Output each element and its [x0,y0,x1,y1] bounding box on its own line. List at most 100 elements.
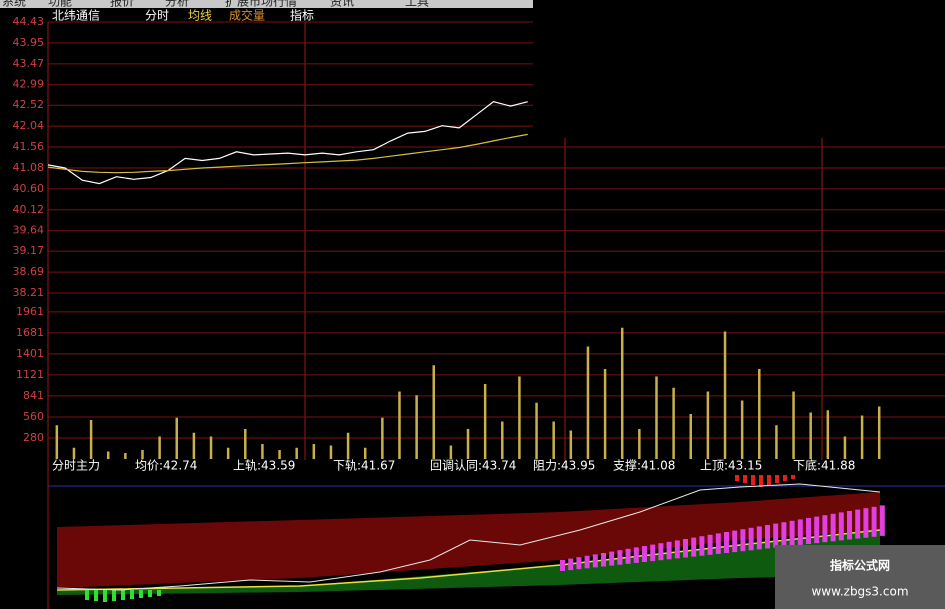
volume-bar [261,444,264,459]
y-tick-label: 1401 [16,347,44,360]
y-tick-label: 42.04 [13,119,45,132]
magenta-bar [666,541,672,560]
y-tick-label: 39.17 [13,244,45,257]
volume-bar [672,387,675,459]
volume-bar [535,402,538,459]
volume-bar [226,447,230,459]
magenta-bar [732,530,738,553]
indicator-label: 支撑:41.08 [613,458,675,473]
volume-bar [295,447,298,459]
magenta-bar [683,539,688,558]
volume-bar [483,384,487,459]
magenta-bar [814,516,820,544]
volume-bar [449,445,453,459]
watermark-box [775,545,945,609]
magenta-bar [633,547,639,563]
volume-bar [466,429,470,459]
green-bar [94,590,98,601]
volume-bar [346,432,350,459]
menu-item[interactable]: 功能 [48,0,72,9]
magenta-bar [658,543,664,561]
y-tick-label: 39.64 [13,224,45,237]
volume-bar [381,417,384,459]
red-bar [775,475,779,483]
y-tick-label: 841 [23,389,44,402]
magenta-bar [609,551,615,566]
magenta-bar [715,533,721,554]
magenta-bar [830,513,836,542]
menu-item[interactable]: 扩展市场行情 [225,0,297,9]
volume-bar [809,412,812,459]
support-line [56,529,881,591]
volume-bar [569,430,573,459]
y-tick-label: 43.95 [13,36,45,49]
header-tab[interactable]: 分时 [145,9,169,23]
magenta-bar [576,557,582,570]
menu-item[interactable]: 分析 [165,0,189,9]
volume-bar [158,436,161,459]
magenta-bar [748,527,754,551]
volume-bar [244,429,247,459]
magenta-bar [601,553,606,567]
y-tick-label: 560 [23,410,44,423]
red-bar [759,475,763,487]
volume-bar [141,450,144,459]
red-bar [735,475,739,481]
volume-bar [501,421,504,459]
menu-item[interactable]: 系统 [2,0,26,9]
magenta-bar [797,519,803,545]
volume-bar [706,391,710,459]
menu-item[interactable]: 资讯 [330,0,354,9]
magenta-bar [724,532,729,553]
magenta-bar [863,508,869,538]
menu-item[interactable]: 工具 [405,0,429,9]
header-tab[interactable]: 成交量 [229,8,265,23]
indicator-label: 分时主力 [52,459,100,473]
magenta-bar [781,522,787,547]
magenta-bar [584,555,590,569]
volume-bar [620,327,624,459]
volume-bar [72,447,76,459]
indicator-label: 下底:41.88 [793,458,855,473]
price-line [47,101,528,185]
menu-bar [0,0,533,8]
volume-bar [740,400,744,459]
indicator-label: 均价:42.74 [135,459,197,473]
magenta-bar [650,544,656,562]
magenta-bar [740,529,746,552]
y-tick-label: 1681 [16,326,44,339]
volume-bar [432,365,435,459]
y-tick-label: 41.08 [13,161,45,174]
volume-bar [860,415,864,459]
header-tab[interactable]: 均线 [188,9,212,23]
header-tab[interactable]: 指标 [290,8,314,23]
magenta-bar [855,509,861,539]
red-bar [767,475,771,485]
menu-item[interactable]: 报价 [110,0,134,9]
resistance-band [57,492,880,588]
volume-bar [843,436,847,459]
volume-bar [278,450,281,459]
magenta-bar [806,518,811,544]
y-tick-label: 1961 [16,305,44,318]
y-tick-label: 40.12 [13,203,45,216]
indicator-label: 下轨:41.67 [333,459,395,473]
volume-bar [518,376,521,459]
y-tick-label: 38.69 [13,265,45,278]
volume-bar [775,425,778,459]
green-bar [121,590,125,600]
green-bar [157,590,161,596]
magenta-bar [674,540,680,559]
volume-bar [586,346,590,459]
magenta-bar [879,505,885,536]
y-tick-label: 280 [23,431,44,444]
y-tick-label: 42.99 [13,78,45,91]
volume-bar [329,445,333,459]
y-tick-label: 1121 [16,368,44,381]
green-bar [148,590,152,597]
y-tick-label: 44.43 [13,15,45,28]
red-bar [751,475,755,485]
magenta-bar [592,554,598,568]
volume-bar [792,391,795,459]
magenta-bar [838,512,844,541]
